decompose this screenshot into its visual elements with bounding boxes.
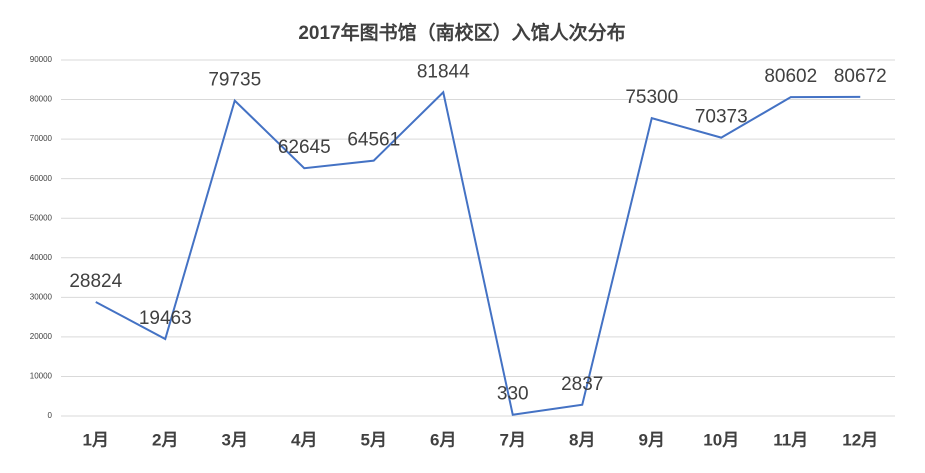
x-tick-label: 12月 xyxy=(842,430,878,449)
chart-title: 2017年图书馆（南校区）入馆人次分布 xyxy=(298,21,625,44)
x-tick-label: 5月 xyxy=(361,430,387,449)
x-tick-label: 4月 xyxy=(291,430,317,449)
data-line xyxy=(95,90,861,416)
x-tick-label: 11月 xyxy=(773,430,808,449)
y-tick-label: 80000 xyxy=(30,95,53,104)
x-tick-label: 10月 xyxy=(703,430,739,449)
data-label: 80672 xyxy=(834,66,887,87)
data-label: 62645 xyxy=(278,137,331,158)
x-tick-label: 7月 xyxy=(500,430,526,449)
x-tick-label: 1月 xyxy=(83,430,109,449)
data-label: 75300 xyxy=(625,87,678,108)
data-label: 19463 xyxy=(139,308,192,329)
y-tick-label: 20000 xyxy=(30,332,53,341)
data-label: 80602 xyxy=(764,66,817,87)
y-tick-label: 90000 xyxy=(30,55,53,64)
y-tick-label: 40000 xyxy=(30,253,53,262)
y-tick-label: 0 xyxy=(48,411,53,420)
data-label: 330 xyxy=(497,384,529,405)
y-tick-label: 10000 xyxy=(30,372,53,381)
y-tick-label: 70000 xyxy=(30,134,53,143)
data-label: 70373 xyxy=(695,107,748,128)
x-tick-label: 2月 xyxy=(152,430,178,449)
x-tick-label: 6月 xyxy=(430,430,456,449)
data-label: 64561 xyxy=(347,130,400,151)
x-tick-label: 9月 xyxy=(639,430,665,449)
data-label: 28824 xyxy=(69,271,122,292)
y-tick-label: 30000 xyxy=(30,292,53,301)
data-label: 81844 xyxy=(417,61,470,82)
x-tick-label: 8月 xyxy=(569,430,595,449)
data-label: 79735 xyxy=(208,70,261,91)
data-label: 2837 xyxy=(561,374,603,395)
y-tick-label: 50000 xyxy=(30,213,53,222)
x-tick-label: 3月 xyxy=(222,430,248,449)
y-tick-label: 60000 xyxy=(30,174,53,183)
